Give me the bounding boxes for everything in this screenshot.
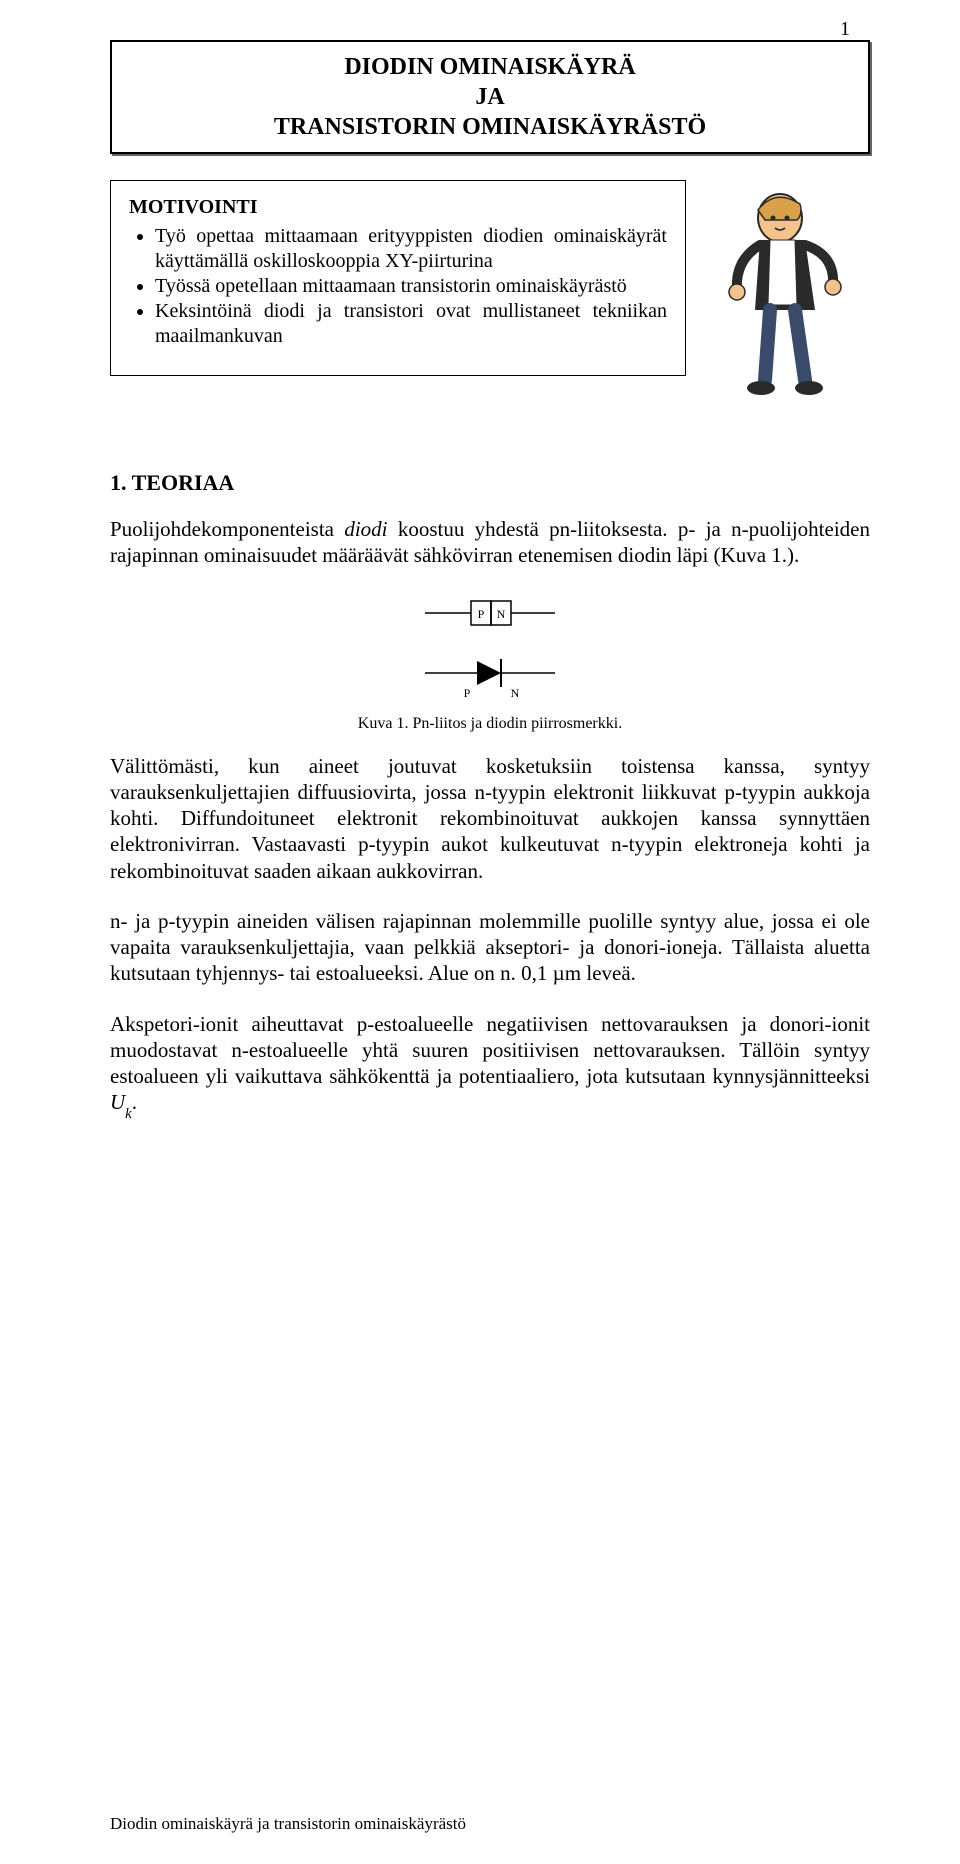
figure-1: P N P N Kuva 1. Pn-liitos ja diodin piir… bbox=[110, 593, 870, 733]
paragraph-4: Akspetori-ionit aiheuttavat p-estoalueel… bbox=[110, 1011, 870, 1120]
para1-diodi: diodi bbox=[344, 517, 387, 541]
title-line-2: JA bbox=[126, 82, 854, 112]
motivation-box: MOTIVOINTI Työ opettaa mittaamaan erityy… bbox=[110, 180, 686, 376]
cartoon-icon bbox=[715, 180, 865, 400]
para4-end: . bbox=[132, 1090, 137, 1114]
label-n-top: N bbox=[497, 607, 506, 621]
paragraph-1: Puolijohdekomponenteista diodi koostuu y… bbox=[110, 516, 870, 569]
page-number: 1 bbox=[840, 18, 850, 41]
title-box: DIODIN OMINAISKÄYRÄ JA TRANSISTORIN OMIN… bbox=[110, 40, 870, 154]
paragraph-2: Välittömästi, kun aineet joutuvat kosket… bbox=[110, 753, 870, 884]
page: 1 DIODIN OMINAISKÄYRÄ JA TRANSISTORIN OM… bbox=[0, 0, 960, 1864]
title-line-3: TRANSISTORIN OMINAISKÄYRÄSTÖ bbox=[126, 112, 854, 142]
para4-main: Akspetori-ionit aiheuttavat p-estoalueel… bbox=[110, 1012, 870, 1089]
label-p-bottom: P bbox=[464, 686, 471, 700]
para4-sub: k bbox=[125, 1106, 132, 1122]
para4-var: U bbox=[110, 1090, 125, 1114]
label-n-bottom: N bbox=[511, 686, 520, 700]
motivation-item: Työssä opetellaan mittaamaan transistori… bbox=[155, 274, 667, 299]
paragraph-3: n- ja p-tyypin aineiden välisen rajapinn… bbox=[110, 908, 870, 987]
motivation-item: Työ opettaa mittaamaan erityyppisten dio… bbox=[155, 224, 667, 274]
motivation-heading: MOTIVOINTI bbox=[129, 195, 667, 220]
cartoon-figure bbox=[710, 180, 870, 400]
para1-a: Puolijohdekomponenteista bbox=[110, 517, 344, 541]
motivation-item: Keksintöinä diodi ja transistori ovat mu… bbox=[155, 299, 667, 349]
motivation-row: MOTIVOINTI Työ opettaa mittaamaan erityy… bbox=[110, 180, 870, 400]
pn-diagram: P N P N bbox=[405, 593, 575, 703]
title-line-1: DIODIN OMINAISKÄYRÄ bbox=[126, 52, 854, 82]
motivation-list: Työ opettaa mittaamaan erityyppisten dio… bbox=[129, 224, 667, 349]
figure-caption: Kuva 1. Pn-liitos ja diodin piirrosmerkk… bbox=[358, 715, 622, 733]
footer: Diodin ominaiskäyrä ja transistorin omin… bbox=[110, 1814, 466, 1834]
label-p-top: P bbox=[478, 607, 485, 621]
section-heading: 1. TEORIAA bbox=[110, 470, 870, 496]
